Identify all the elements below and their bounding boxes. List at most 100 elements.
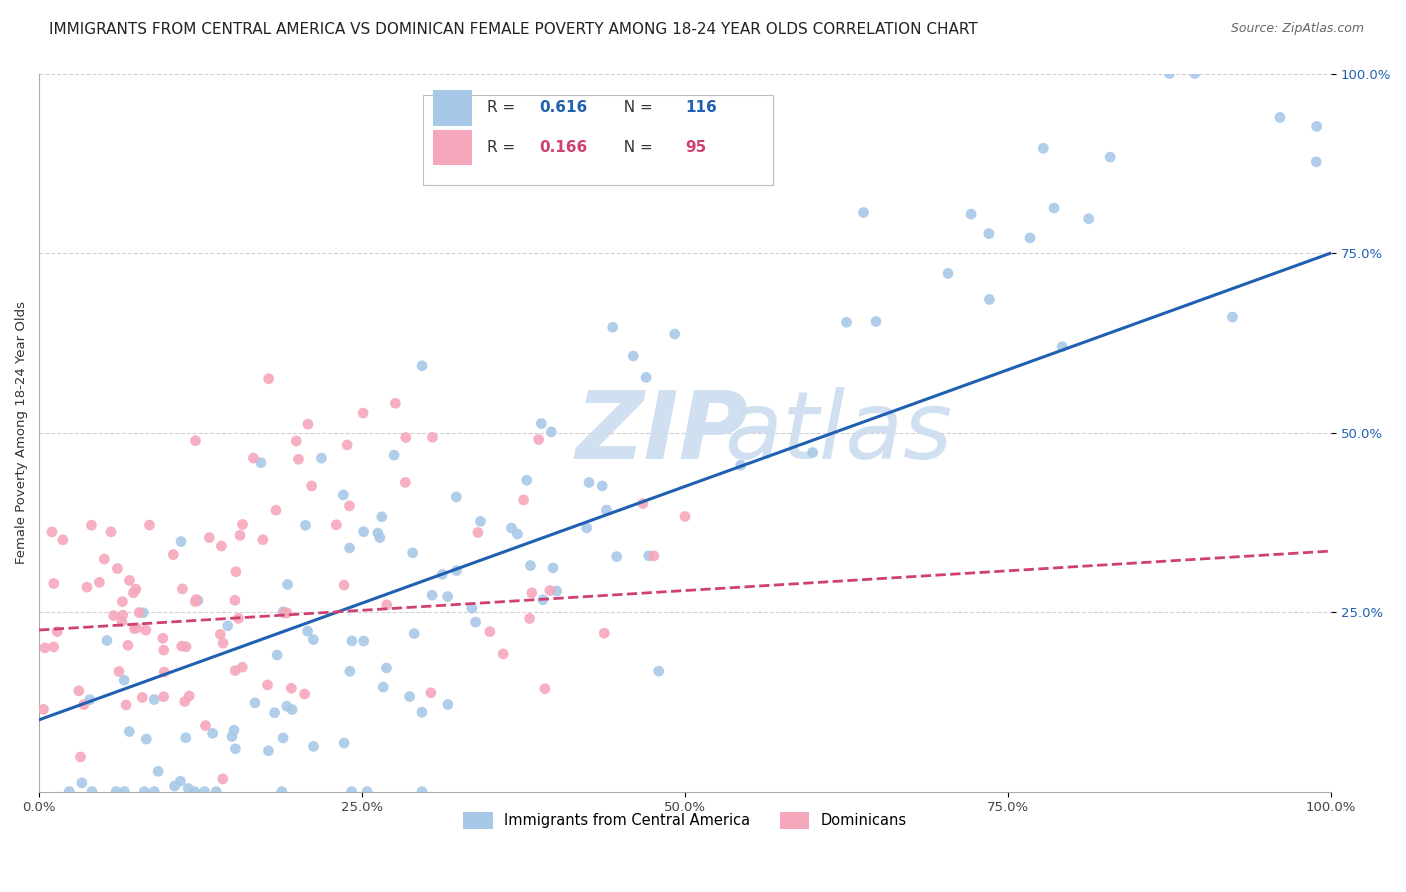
Point <box>398 690 420 704</box>
Point <box>673 509 696 524</box>
Point <box>538 583 561 598</box>
Point <box>437 698 460 712</box>
Point <box>80 518 103 533</box>
Point <box>217 619 239 633</box>
Point <box>1019 231 1042 245</box>
Point <box>277 577 299 591</box>
Text: N =: N = <box>614 140 658 155</box>
Point <box>250 456 273 470</box>
Point <box>257 372 280 386</box>
Point <box>183 784 205 798</box>
Point <box>467 525 489 540</box>
Point <box>143 692 166 706</box>
Point <box>631 497 654 511</box>
Point <box>228 611 250 625</box>
Point <box>111 615 134 629</box>
Point <box>201 726 224 740</box>
Point <box>506 527 529 541</box>
Point <box>252 533 274 547</box>
Point <box>79 692 101 706</box>
Point <box>67 683 90 698</box>
Point <box>541 561 564 575</box>
Point <box>411 359 433 373</box>
Point <box>256 678 278 692</box>
Point <box>34 640 56 655</box>
Point <box>174 640 197 654</box>
Point <box>1099 150 1122 164</box>
Point <box>287 452 309 467</box>
Point <box>373 680 395 694</box>
Point <box>69 750 91 764</box>
Point <box>271 605 294 619</box>
Point <box>122 586 145 600</box>
Point <box>394 475 416 490</box>
Point <box>243 696 266 710</box>
Point <box>446 564 468 578</box>
Point <box>107 561 129 575</box>
Point <box>534 681 557 696</box>
Point <box>356 784 378 798</box>
Point <box>936 267 959 281</box>
Point <box>297 417 319 432</box>
Point <box>461 601 484 615</box>
Point <box>209 539 232 553</box>
Point <box>100 524 122 539</box>
Point <box>172 582 194 596</box>
Point <box>546 584 568 599</box>
Point <box>194 784 217 798</box>
Point <box>32 702 55 716</box>
Point <box>519 558 541 573</box>
Point <box>302 739 325 754</box>
Point <box>835 315 858 329</box>
Point <box>1305 154 1327 169</box>
Point <box>340 784 363 798</box>
FancyBboxPatch shape <box>433 129 472 165</box>
Point <box>422 430 444 444</box>
Point <box>266 648 288 662</box>
Point <box>530 417 553 431</box>
Point <box>162 548 184 562</box>
Point <box>111 595 134 609</box>
Point <box>302 632 325 647</box>
Point <box>52 533 75 547</box>
Point <box>478 624 501 639</box>
Point <box>595 503 617 517</box>
Point <box>132 606 155 620</box>
Point <box>527 433 550 447</box>
Point <box>730 458 752 473</box>
Point <box>420 588 443 602</box>
Point <box>89 575 111 590</box>
Point <box>501 521 523 535</box>
Point <box>186 592 208 607</box>
Legend: Immigrants from Central America, Dominicans: Immigrants from Central America, Dominic… <box>457 806 912 835</box>
Point <box>593 626 616 640</box>
Point <box>865 314 887 328</box>
Point <box>169 774 191 789</box>
Point <box>516 473 538 487</box>
Point <box>112 673 135 688</box>
Point <box>270 784 292 798</box>
Point <box>294 687 316 701</box>
Point <box>294 518 316 533</box>
Point <box>224 741 246 756</box>
Point <box>73 698 96 712</box>
Point <box>111 608 134 623</box>
Point <box>852 205 875 219</box>
Point <box>492 647 515 661</box>
Point <box>93 552 115 566</box>
Point <box>205 784 228 798</box>
Point <box>375 661 398 675</box>
Point <box>411 784 433 798</box>
Point <box>371 509 394 524</box>
Point <box>125 621 148 635</box>
Point <box>436 590 458 604</box>
Point <box>647 664 669 678</box>
Point <box>801 445 824 459</box>
Point <box>212 636 235 650</box>
Point <box>134 784 156 798</box>
Point <box>333 736 356 750</box>
Point <box>960 207 983 221</box>
Point <box>135 623 157 637</box>
Point <box>42 640 65 654</box>
Text: R =: R = <box>488 140 520 155</box>
